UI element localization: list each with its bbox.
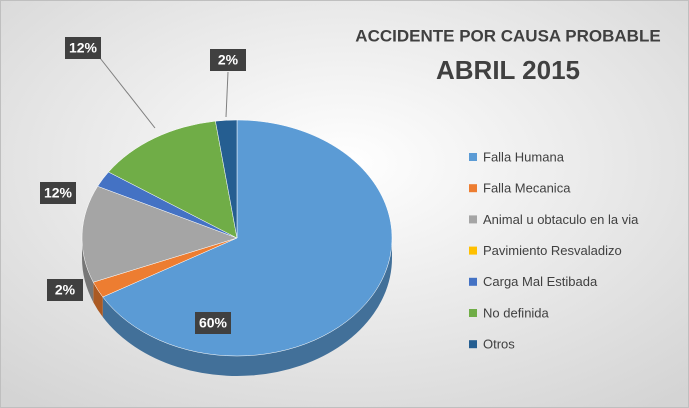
chart-title: ACCIDENTE POR CAUSA PROBABLE	[355, 26, 660, 45]
legend-label: No definida	[483, 305, 550, 320]
slice	[102, 119, 393, 357]
legend-swatch	[469, 309, 477, 317]
chart-subtitle: ABRIL 2015	[436, 55, 580, 85]
legend: Falla Humana Falla Mecanica Animal u obtac…	[469, 149, 639, 352]
legend-label: Carga Mal Estibada	[483, 274, 598, 289]
data-label-box	[195, 312, 231, 334]
pie	[81, 119, 393, 377]
legend-swatch	[469, 277, 477, 286]
data-label-box	[40, 182, 76, 204]
legend-swatch	[469, 340, 477, 349]
legend-swatch	[469, 215, 477, 224]
data-label-box	[47, 279, 83, 301]
legend-label: Pavimiento Resvaladizo	[483, 243, 622, 258]
slice	[108, 120, 238, 239]
legend-swatch	[469, 184, 477, 193]
slice-side	[102, 238, 393, 377]
legend-label: Animal u obtaculo en la via	[483, 212, 639, 227]
legend-label: Falla Mecanica	[483, 181, 571, 196]
legend-swatch	[469, 153, 477, 161]
data-label: 60%	[199, 315, 228, 331]
leader-line	[99, 57, 156, 129]
slice	[81, 185, 238, 283]
data-label-box	[210, 49, 246, 71]
legend-label: Falla Humana	[483, 149, 565, 164]
data-label: 2%	[218, 52, 239, 68]
legend-label: Otros	[483, 337, 515, 352]
leader-line	[225, 71, 229, 118]
data-label: 12%	[69, 40, 98, 56]
data-label: 2%	[55, 282, 76, 298]
slice	[215, 119, 238, 239]
slice-side	[93, 282, 103, 317]
data-labels: 60% 2% 12% 12% 2%	[40, 37, 246, 334]
legend-swatch	[469, 246, 477, 255]
data-label-box	[65, 37, 101, 59]
data-label: 12%	[44, 185, 73, 201]
